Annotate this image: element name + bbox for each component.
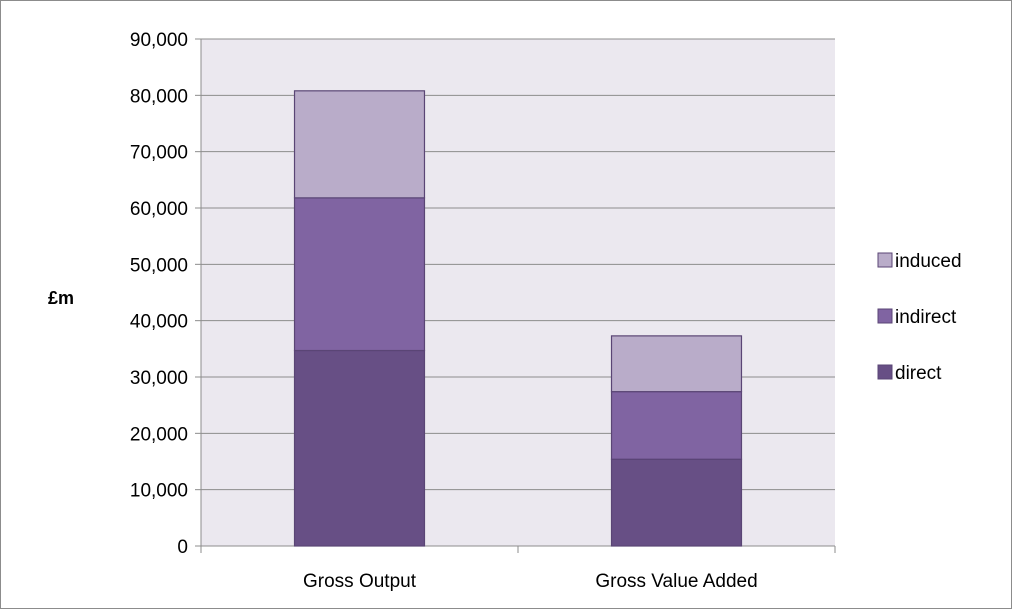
y-tick-label: 60,000: [130, 199, 188, 220]
y-tick-label: 30,000: [130, 368, 188, 389]
y-tick-label: 0: [177, 537, 188, 558]
legend-swatch-direct: [877, 364, 893, 380]
legend-label-induced: induced: [895, 251, 962, 272]
bar-direct: [610, 458, 743, 547]
y-tick-label: 40,000: [130, 312, 188, 333]
bar-indirect: [293, 197, 426, 352]
y-tick-label: 80,000: [130, 86, 188, 107]
bar-induced: [293, 90, 426, 199]
x-category-label: Gross Output: [303, 571, 417, 592]
x-category-label: Gross Value Added: [595, 571, 757, 592]
legend-label-indirect: indirect: [895, 307, 957, 328]
bar-indirect: [610, 391, 743, 460]
y-tick-label: 10,000: [130, 481, 188, 502]
y-tick-label: 50,000: [130, 255, 188, 276]
y-tick-label: 20,000: [130, 424, 188, 445]
legend-swatch-indirect: [877, 308, 893, 324]
legend-label-direct: direct: [895, 363, 942, 384]
y-tick-label: 70,000: [130, 143, 188, 164]
y-axis-label: £m: [48, 288, 74, 308]
legend-swatch-induced: [877, 252, 893, 268]
bar-induced: [610, 335, 743, 393]
bar-direct: [293, 349, 426, 547]
y-tick-label: 90,000: [130, 30, 188, 51]
